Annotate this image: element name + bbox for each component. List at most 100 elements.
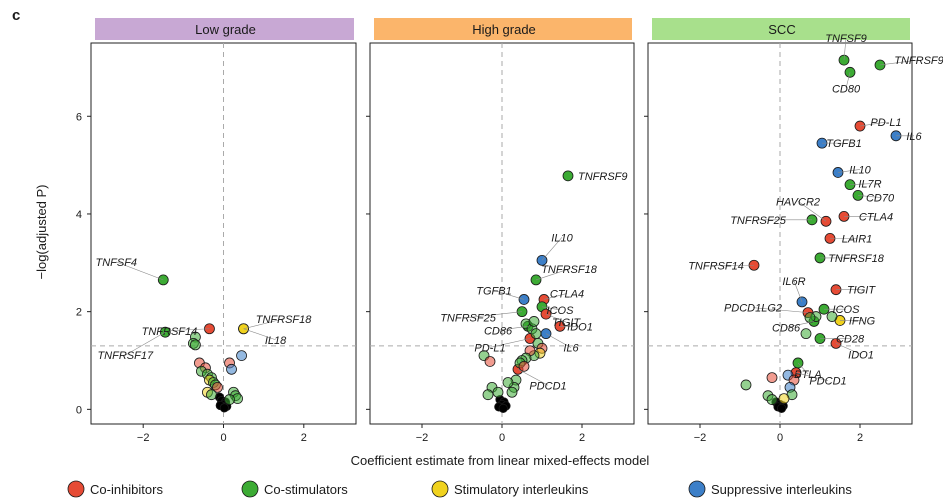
leader-line bbox=[859, 121, 887, 127]
point-label: CTLA4 bbox=[550, 288, 584, 300]
point bbox=[484, 356, 496, 367]
leader-line bbox=[845, 72, 851, 89]
point-label: TNFRSF18 bbox=[828, 253, 885, 265]
point-label: TNFRSF9 bbox=[894, 55, 943, 67]
leader-line bbox=[849, 183, 871, 185]
point bbox=[766, 372, 778, 383]
y-tick-label: 0 bbox=[76, 404, 82, 416]
legend-label: Suppressive interleukins bbox=[711, 482, 852, 497]
point-label: HAVCR2 bbox=[776, 196, 820, 208]
point bbox=[498, 403, 508, 413]
point-label: IFNG bbox=[849, 315, 876, 327]
point-label: PDCD1 bbox=[529, 380, 566, 392]
x-tick-label: 0 bbox=[220, 432, 226, 444]
point bbox=[206, 389, 217, 401]
y-tick-label: 2 bbox=[76, 307, 82, 319]
leader-line bbox=[125, 331, 166, 356]
legend-item: Stimulatory interleukins bbox=[431, 480, 589, 498]
leader-line bbox=[797, 201, 827, 222]
x-tick-label: 0 bbox=[777, 432, 783, 444]
panel-strip bbox=[95, 18, 354, 40]
point-label: IDO1 bbox=[848, 349, 874, 361]
point-label: IL10 bbox=[551, 232, 573, 244]
panel-strip bbox=[652, 18, 910, 40]
point-label: TNFRSF9 bbox=[578, 171, 628, 183]
point bbox=[518, 360, 530, 372]
y-tick-label: 6 bbox=[76, 111, 82, 123]
leader-line bbox=[837, 169, 861, 173]
leader-line bbox=[497, 326, 529, 331]
point-label: PD-L1 bbox=[870, 117, 901, 129]
legend-label: Stimulatory interleukins bbox=[454, 482, 589, 497]
point bbox=[766, 394, 778, 405]
panel-title: High grade bbox=[472, 22, 536, 37]
leader-line bbox=[517, 369, 549, 386]
point-label: ICOS bbox=[833, 304, 861, 316]
point bbox=[506, 386, 518, 398]
point bbox=[804, 312, 816, 323]
point-label: IL6 bbox=[906, 131, 922, 143]
panel-letter: c bbox=[12, 7, 20, 24]
point-label: PDCD1LG2 bbox=[724, 303, 782, 315]
point bbox=[800, 328, 812, 340]
point-label: TGFB1 bbox=[476, 285, 511, 297]
point-label: PD-L1 bbox=[474, 343, 505, 355]
panel-title: SCC bbox=[768, 22, 795, 37]
point-label: IDO1 bbox=[567, 321, 593, 333]
point-label: CD70 bbox=[866, 192, 895, 204]
leader-line bbox=[843, 38, 847, 61]
leader-line bbox=[797, 362, 809, 375]
y-tick-label: 4 bbox=[76, 209, 82, 221]
leader-line bbox=[752, 307, 809, 313]
point bbox=[492, 386, 504, 398]
leader-line bbox=[795, 372, 829, 382]
x-tick-label: 0 bbox=[499, 432, 505, 444]
legend-swatch bbox=[431, 480, 449, 498]
leader-line bbox=[116, 261, 164, 281]
point bbox=[502, 377, 514, 388]
point bbox=[776, 403, 787, 413]
point-label: IL7R bbox=[858, 179, 881, 191]
panel-strip bbox=[374, 18, 632, 40]
leader-line bbox=[545, 313, 567, 323]
legend-item: Co-inhibitors bbox=[67, 480, 163, 498]
legend-label: Co-stimulators bbox=[264, 482, 348, 497]
point bbox=[826, 311, 838, 322]
panel-1: Low grade −2 0 2 0 2 4 6 TNFSF4 TNFRSF14 TNFRSF18 I… bbox=[76, 18, 357, 444]
point bbox=[219, 403, 229, 413]
leader-line bbox=[489, 338, 531, 348]
point-label: IL10 bbox=[849, 164, 871, 176]
leader-line bbox=[857, 195, 881, 198]
point bbox=[226, 363, 237, 375]
legend-swatch bbox=[688, 480, 706, 498]
leader-line bbox=[243, 318, 284, 330]
panel-title: Low grade bbox=[195, 22, 256, 37]
point bbox=[224, 394, 235, 405]
point-label: BTLA bbox=[794, 369, 822, 381]
x-tick-label: 2 bbox=[857, 432, 863, 444]
point-label: TGFB1 bbox=[826, 138, 861, 150]
point-label: TNFRSF14 bbox=[142, 326, 198, 338]
panels: Low grade −2 0 2 0 2 4 6 TNFSF4 TNFRSF14 TNFRSF18 I… bbox=[76, 18, 943, 444]
point bbox=[212, 381, 223, 393]
point-tnfrsf9 bbox=[562, 170, 574, 182]
x-tick-label: −2 bbox=[694, 432, 707, 444]
leader-line bbox=[535, 268, 570, 281]
point-label: CD80 bbox=[832, 83, 861, 95]
point-label: TNFRSF14 bbox=[688, 260, 744, 272]
x-tick-label: −2 bbox=[137, 432, 150, 444]
y-axis-title: −log(adjusted P) bbox=[34, 184, 49, 279]
leader-line bbox=[541, 306, 561, 311]
legend-swatch bbox=[67, 480, 85, 498]
point-label: ICOS bbox=[547, 305, 575, 317]
legend-label: Co-inhibitors bbox=[90, 482, 163, 497]
point-label: TNFSF9 bbox=[825, 33, 867, 45]
leader-line bbox=[793, 280, 803, 302]
point-label: TIGIT bbox=[847, 285, 876, 297]
panel-3: SCC −2 0 2 TNFSF9 TNFRSF9 CD80 PD-L1 IL6 TGFB1 IL1… bbox=[644, 18, 943, 444]
point-label: TNFRSF25 bbox=[730, 215, 787, 227]
leader-line bbox=[467, 311, 523, 318]
leader-line bbox=[243, 328, 276, 341]
leader-line bbox=[785, 321, 815, 328]
point-label: LAIR1 bbox=[842, 233, 873, 245]
